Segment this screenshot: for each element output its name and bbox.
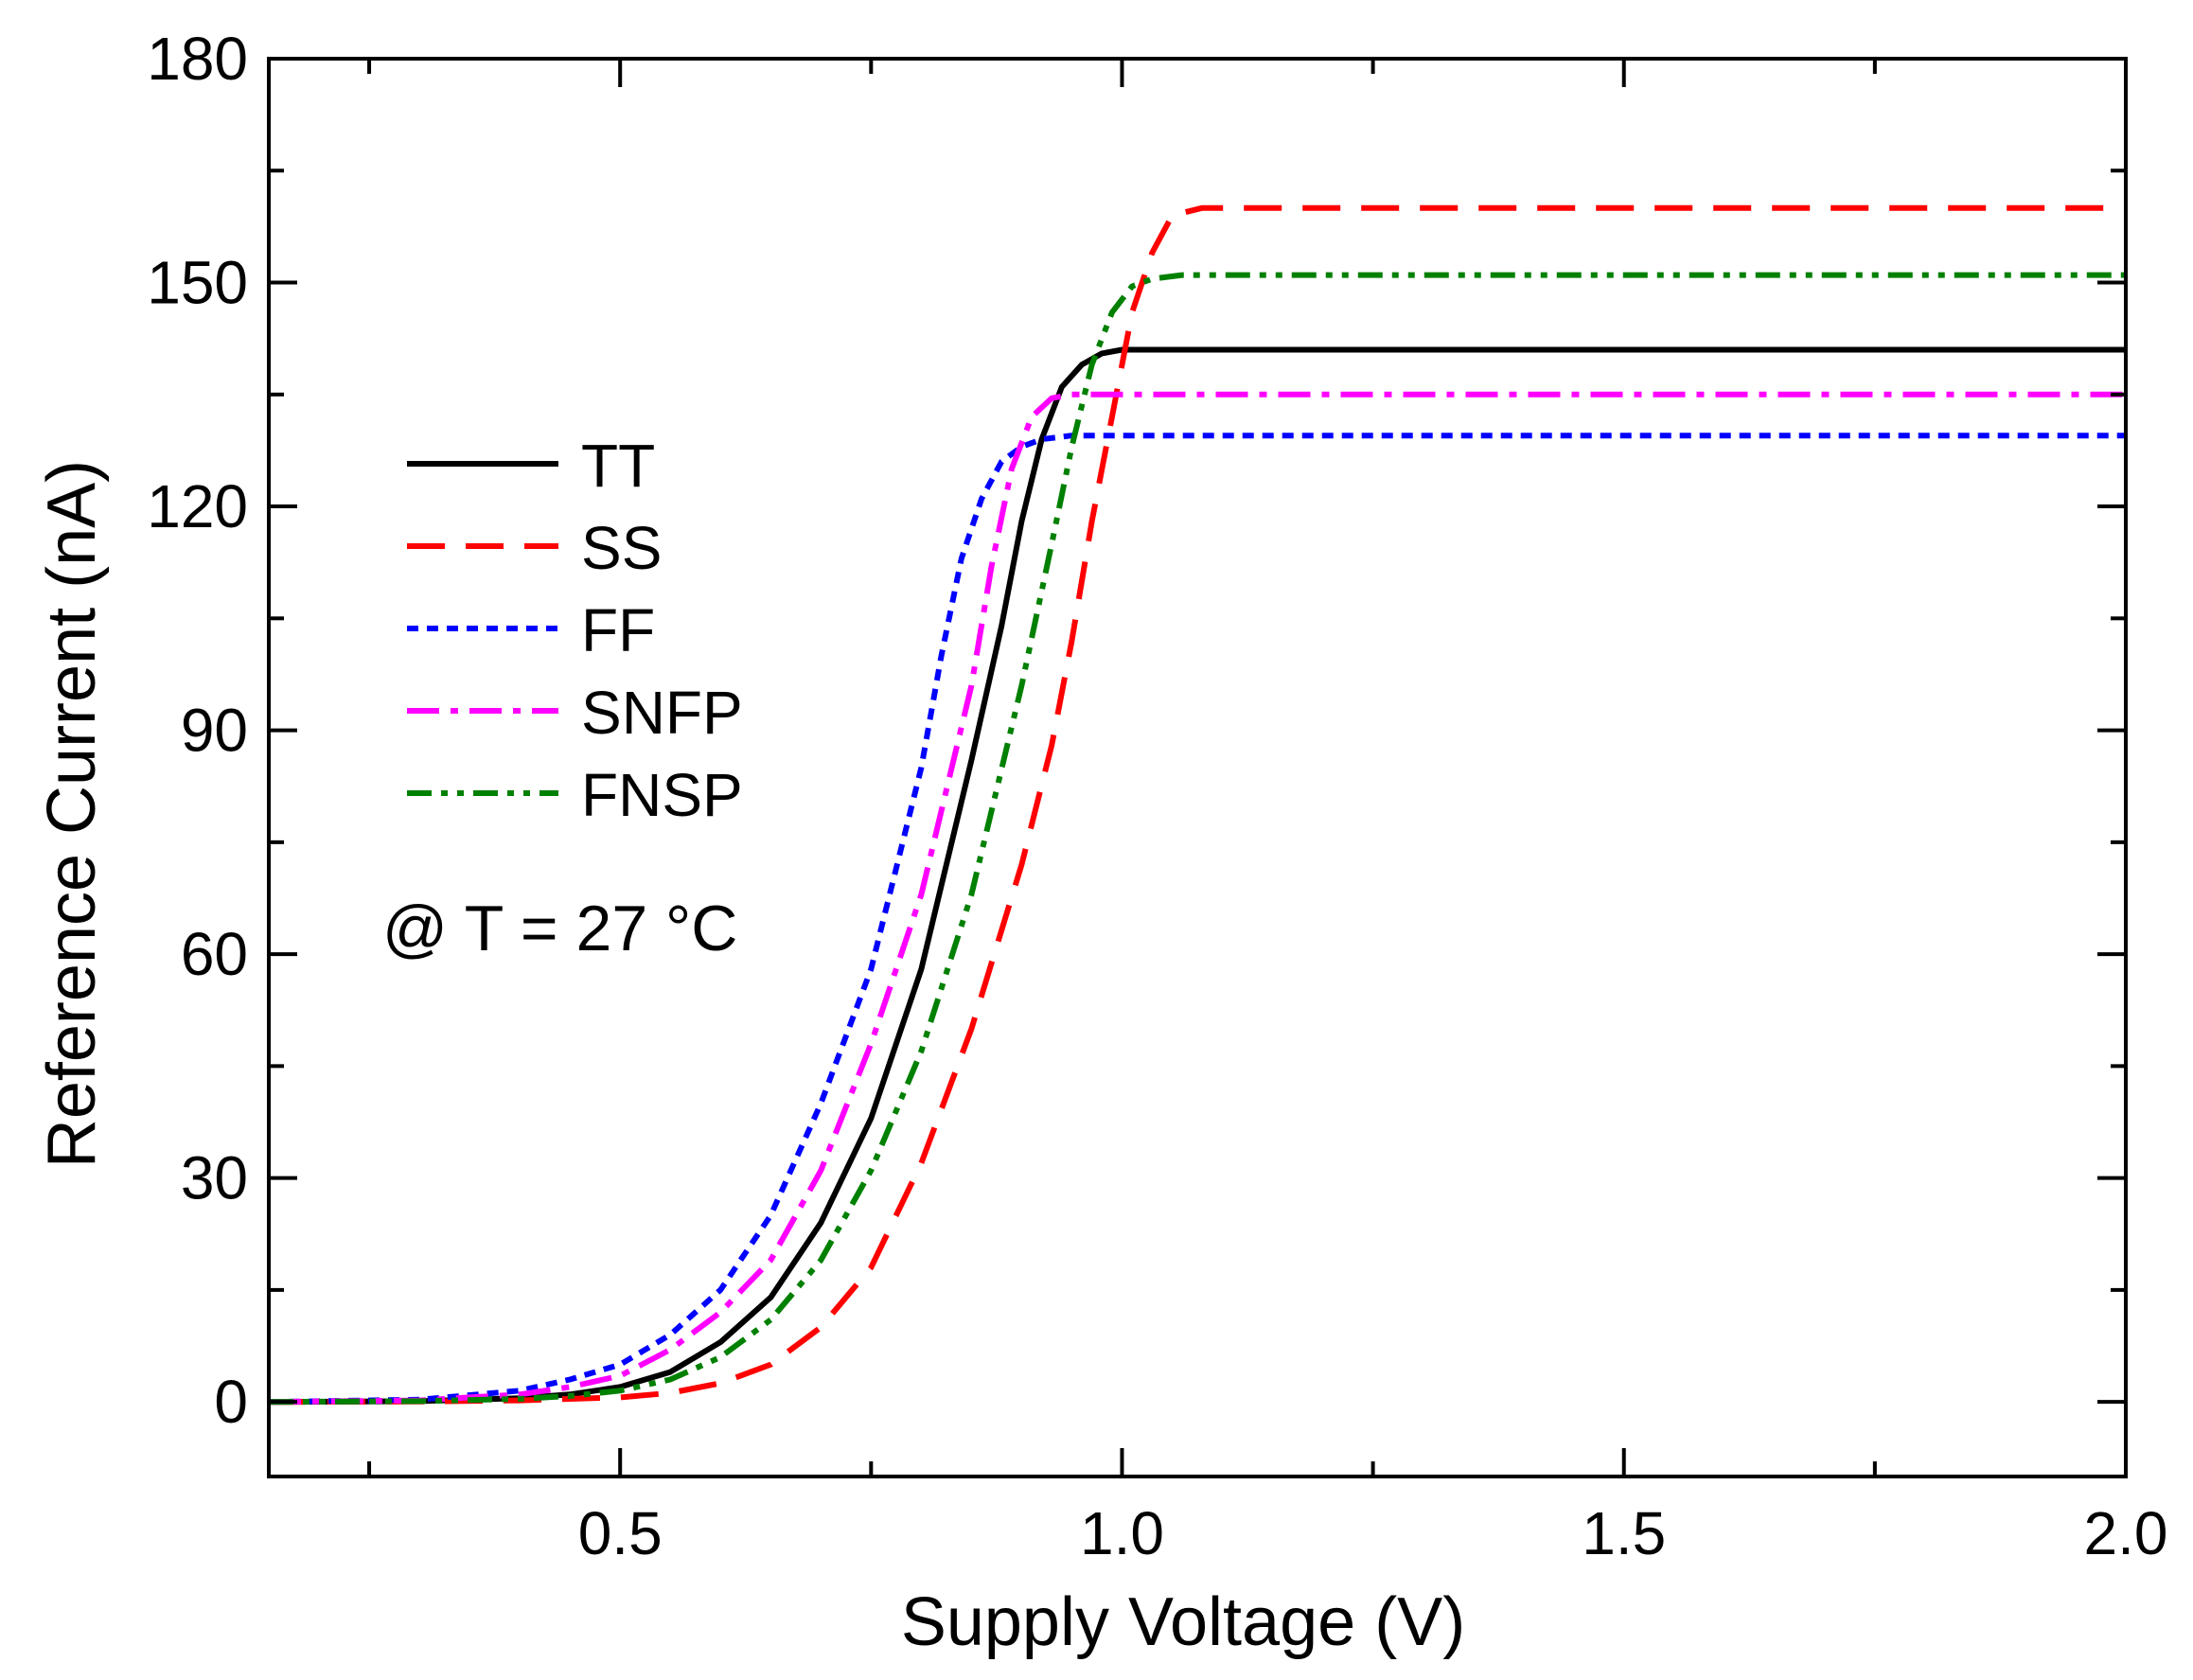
x-axis-title: Supply Voltage (V) <box>901 1584 1465 1660</box>
legend-label-snfp: SNFP <box>581 679 743 747</box>
series-line-tt <box>268 346 2126 1406</box>
series-layer <box>268 204 2126 1406</box>
x-tick-label: 2.0 <box>2084 1499 2168 1567</box>
x-tick-label: 1.0 <box>1080 1499 1164 1567</box>
series-line-snfp <box>268 391 2126 1406</box>
series-line-ss <box>268 204 2126 1406</box>
x-tick-label: 1.5 <box>1582 1499 1666 1567</box>
legend-label-ss: SS <box>581 514 662 582</box>
legend-label-tt: TT <box>581 432 655 500</box>
y-axis-title: Reference Current (nA) <box>34 460 110 1168</box>
plot-frame <box>267 57 2128 1478</box>
series-line-ff <box>268 433 2126 1406</box>
legend: TT SS FF SNFP FNSP <box>407 432 743 829</box>
axes-layer: 0 30 60 90 120 150 180 0.5 1.0 1.5 2.0 <box>147 25 2167 1567</box>
y-tick-label: 120 <box>147 472 248 540</box>
y-tick-label: 30 <box>181 1144 248 1212</box>
y-tick-label: 150 <box>147 249 248 317</box>
y-tick-label: 60 <box>181 920 248 988</box>
series-line-fnsp <box>268 272 2126 1406</box>
y-tick-label: 90 <box>181 697 248 765</box>
legend-label-ff: FF <box>581 596 655 664</box>
y-tick-label: 0 <box>214 1368 248 1436</box>
y-tick-label: 180 <box>147 25 248 93</box>
temperature-annotation: @ T = 27 °C <box>382 893 737 964</box>
legend-label-fnsp: FNSP <box>581 761 743 829</box>
x-tick-label: 0.5 <box>578 1499 663 1567</box>
